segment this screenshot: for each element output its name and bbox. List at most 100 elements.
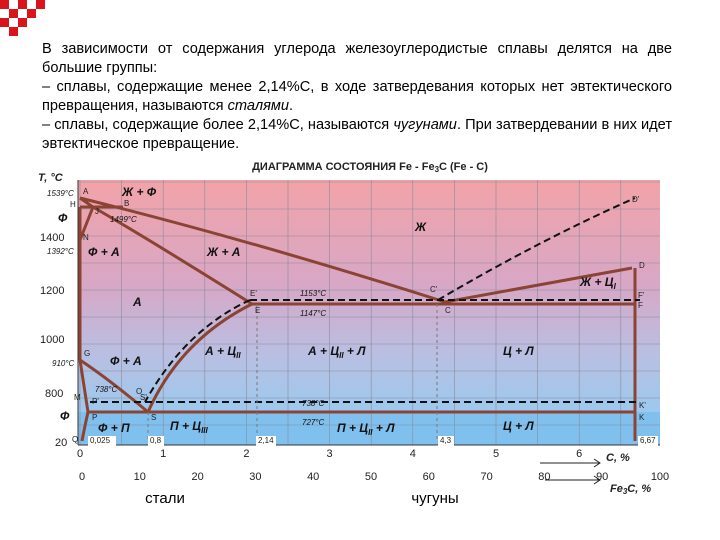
region-subscript: II [368,428,373,437]
x2-tick-label: 90 [596,471,608,483]
region-text: Ж + Ф [121,185,157,199]
x-tick-label: 4 [410,448,416,460]
term: сталями [227,98,289,114]
text: В зависимости от содержания углерода жел… [42,41,672,76]
point-label: S' [140,393,147,402]
region-label: П + ЦIII [170,419,209,435]
composition: 6,67 [640,436,656,445]
point-label: N [83,233,89,242]
plot-background [78,180,660,412]
region-subscript: II [339,351,344,360]
x-tick-label: 2 [243,448,249,460]
point-label: M [74,393,81,402]
region-text: А + Ц [204,344,236,358]
y-tick-label: 1000 [40,334,64,346]
composition: 0,8 [150,436,162,445]
point-label: F [638,301,643,310]
cast-iron-label: чугуны [411,490,458,507]
x2-tick-label: 20 [191,471,203,483]
x2-tick-label: 0 [79,471,85,483]
region-tail: + Л [373,421,396,435]
paragraph: В зависимости от содержания углерода жел… [42,40,672,78]
x2-tick-label: 30 [249,471,261,483]
region-tail: + Л [344,344,367,358]
x-tick-label: 0 [77,448,83,460]
point-label: K' [639,401,646,410]
x-axis-title: С, % [606,452,630,464]
region-text: А + Ц [307,344,339,358]
temperature: 1153°С [300,289,326,298]
region-text: Ж + А [206,245,240,259]
x-tick-label: 3 [327,448,333,460]
diagram-title: ДИАГРАММА СОСТОЯНИЯ Fe - Fe3C (Fe - C) [252,161,488,174]
x2-tick-label: 10 [134,471,146,483]
checker-decoration [0,0,45,36]
y-tick-label: 800 [45,388,63,400]
region-subscript: I [614,282,617,291]
region-text: Ф + П [98,421,130,435]
point-label: B [124,199,129,208]
composition: 0,025 [90,436,111,445]
plot-background-low [78,412,660,445]
point-label: E [255,306,260,315]
region-label: Ж + А [206,245,240,259]
slide-text: В зависимости от содержания углерода жел… [42,40,672,154]
point-label: O [136,387,142,396]
temperature: 738°С [302,399,325,408]
x2-tick-label: 70 [480,471,492,483]
point-label: F' [638,291,645,300]
region-text: Ж + Ц [579,275,614,289]
region-label: Ж + ЦI [579,275,617,291]
region-subscript: II [236,351,241,360]
x-tick-label: 5 [493,448,499,460]
paragraph: – сплавы, содержащие более 2,14%С, назыв… [42,116,672,154]
point-label: P [92,413,97,422]
x-ticks: 0 1 2 3 4 5 60 10 20 30 40 50 60 70 80 90 100 [77,448,669,483]
x2-tick-label: 80 [538,471,550,483]
region-label: Ф + А [110,354,142,368]
temperature: 1392°С [47,247,74,256]
region-text: Ф + А [110,354,142,368]
point-label: D' [632,195,640,204]
region-text: А [132,295,142,309]
point-label: D [639,261,645,270]
y-axis-title: Т, °С [38,172,64,184]
point-label: S [151,413,156,422]
region-label: Ж + Ф [121,185,157,199]
region-text: Ж [414,220,427,234]
region-subscript: III [201,426,208,435]
region-text: Ф [60,409,70,423]
point-labels: A B H J N G E E' C C' FF' D D' S S' P P' Q K K' O M [70,187,646,444]
temperature: 910°С [52,359,75,368]
x2-tick-label: 40 [307,471,319,483]
region-label: А + ЦII + Л [307,344,366,360]
region-label: П + ЦII + Л [337,421,395,437]
point-label: G [84,349,90,358]
region-label: Ц + Л [503,419,534,433]
y-tick-label: 1400 [40,232,64,244]
steel-label: стали [145,490,185,507]
text: – сплавы, содержащие более 2,14%С, назыв… [42,117,390,133]
temperature: 1147°С [300,309,326,318]
phase-lines [77,180,660,485]
region-text: Ф + А [88,245,120,259]
region-label: Ф [60,409,70,423]
temperature-labels: 1539°С 1499°С 1392°С 1153°С 1147°С 910°С… [47,189,326,427]
composition-labels: 0,025 0,8 2,14 4,3 6,67 [88,436,658,446]
region-text: Ц + Л [503,419,534,433]
text: . При затвердевании в них идет эвтектиче… [42,117,673,152]
point-label: H [70,200,76,209]
text: . [289,98,294,114]
text: – сплавы, содержащие менее 2,14%С, в ход… [42,79,672,114]
y-tick-label: 1200 [40,285,64,297]
point-label: C [445,306,451,315]
point-label: P' [92,397,99,406]
region-label: Ф + П [98,421,130,435]
x-tick-label: 6 [576,448,582,460]
point-label: K [639,413,645,422]
point-label: C' [430,285,438,294]
region-label: А [132,295,142,309]
point-label: J [95,207,99,216]
x2-tick-label: 60 [423,471,435,483]
